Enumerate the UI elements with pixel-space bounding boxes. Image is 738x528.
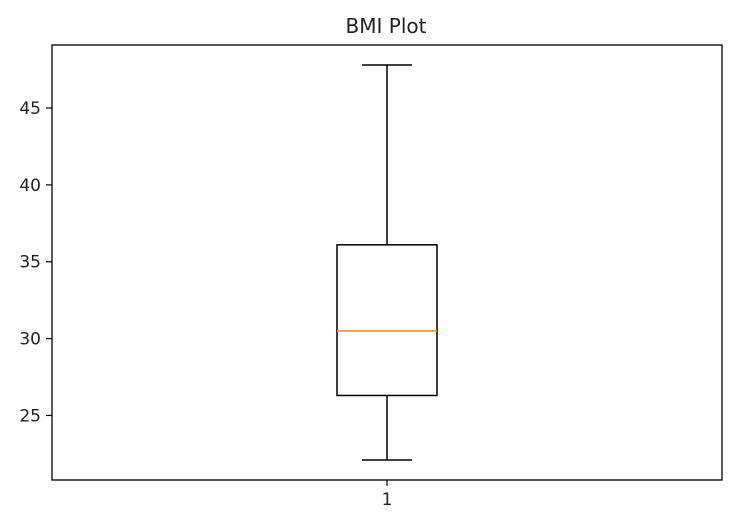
box-group bbox=[336, 64, 438, 461]
x-tick-label: 1 bbox=[382, 490, 393, 510]
y-tick-label: 45 bbox=[19, 99, 41, 119]
chart-title: BMI Plot bbox=[346, 14, 427, 38]
x-axis: 1 bbox=[382, 480, 393, 510]
y-tick-label: 40 bbox=[19, 176, 41, 196]
y-tick-label: 35 bbox=[19, 253, 41, 273]
interquartile-box bbox=[336, 244, 438, 397]
y-axis: 25 30 35 40 45 bbox=[19, 99, 52, 426]
y-tick-label: 30 bbox=[19, 330, 41, 350]
y-tick-label: 25 bbox=[19, 406, 41, 426]
